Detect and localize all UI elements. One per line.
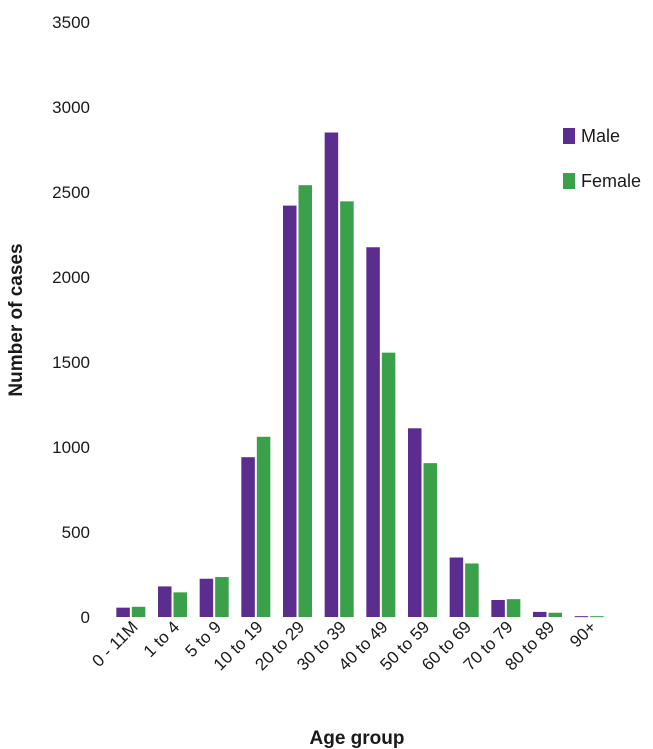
legend-label-male: Male	[581, 126, 620, 146]
bar-male	[408, 428, 422, 617]
y-tick-label: 500	[62, 523, 90, 542]
bar-male	[241, 457, 255, 617]
legend-swatch-male	[563, 128, 575, 144]
bar-male	[574, 616, 589, 618]
bar-female	[131, 606, 146, 617]
bar-male	[158, 586, 172, 617]
x-axis-title: Age group	[310, 728, 405, 749]
y-tick-label: 2500	[52, 183, 90, 202]
bar-male	[283, 205, 297, 617]
bar-female	[423, 463, 437, 617]
bar-female	[298, 185, 312, 617]
y-axis-title: Number of cases	[6, 243, 27, 396]
bar-female	[256, 436, 271, 617]
y-tick-label: 3500	[52, 13, 90, 32]
bar-series	[116, 132, 604, 618]
x-tick-label: 0 - 11M	[88, 617, 141, 670]
bar-male	[491, 600, 505, 617]
bar-male	[199, 578, 214, 617]
bar-female	[465, 563, 479, 617]
bar-female	[173, 592, 187, 617]
y-tick-label: 1000	[52, 438, 90, 457]
x-tick-label: 1 to 4	[140, 617, 184, 661]
y-axis-ticks: 0 500 1000 1500 2000 2500 3000 3500	[52, 13, 90, 627]
bar-male	[533, 611, 547, 617]
bar-female	[340, 201, 354, 617]
x-tick-label: 90+	[566, 617, 600, 651]
bar-female	[548, 612, 562, 617]
y-tick-label: 2000	[52, 268, 90, 287]
bar-male	[324, 132, 339, 617]
bar-male	[449, 557, 464, 617]
bar-female	[590, 616, 604, 618]
bar-male	[116, 607, 130, 617]
y-tick-label: 0	[81, 608, 90, 627]
y-tick-label: 3000	[52, 98, 90, 117]
legend: Male Female	[563, 126, 641, 191]
legend-label-female: Female	[581, 171, 641, 191]
bar-female	[215, 577, 229, 617]
legend-swatch-female	[563, 173, 575, 189]
bar-female	[506, 599, 521, 617]
y-tick-label: 1500	[52, 353, 90, 372]
bar-male	[366, 247, 380, 617]
bar-female	[381, 352, 396, 617]
